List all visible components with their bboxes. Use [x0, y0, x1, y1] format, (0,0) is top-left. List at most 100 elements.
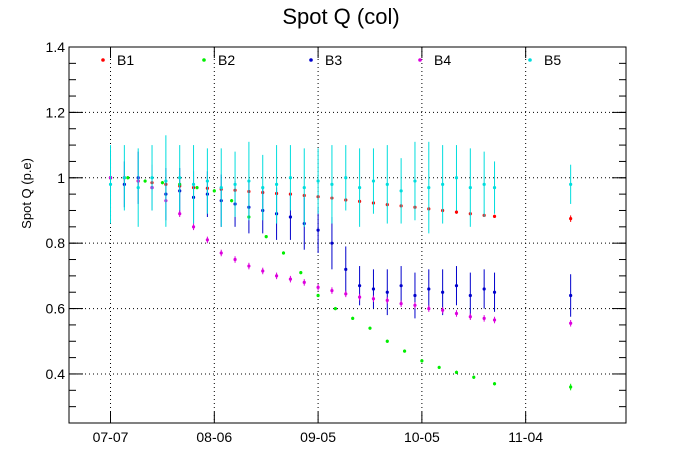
data-point	[482, 316, 486, 320]
data-point	[385, 298, 389, 302]
data-point	[492, 318, 497, 322]
y-tick-label: 0.4	[46, 366, 66, 382]
data-point	[247, 264, 251, 268]
series-b2	[108, 176, 573, 391]
data-point	[330, 241, 334, 245]
data-point	[468, 315, 472, 319]
data-point	[191, 182, 196, 186]
legend-marker	[202, 58, 206, 62]
data-point	[160, 181, 165, 185]
data-point	[468, 185, 472, 190]
data-point	[178, 176, 182, 180]
data-point	[344, 292, 348, 296]
data-point	[126, 176, 130, 180]
data-point	[281, 251, 286, 255]
data-point	[150, 176, 154, 180]
data-point	[385, 182, 389, 186]
data-point	[482, 287, 486, 291]
data-point	[441, 182, 445, 186]
data-point	[316, 228, 320, 232]
data-point	[344, 176, 348, 180]
data-point	[482, 182, 486, 186]
data-point	[299, 271, 303, 275]
data-point	[316, 293, 320, 298]
data-point	[569, 293, 573, 298]
data-point	[122, 176, 126, 180]
data-point	[212, 189, 216, 193]
data-point	[371, 287, 376, 291]
data-point	[402, 349, 407, 353]
data-point	[233, 182, 237, 186]
data-point	[274, 182, 279, 186]
data-point	[164, 179, 168, 183]
legend-marker	[418, 58, 422, 62]
data-point	[399, 284, 403, 288]
data-point	[468, 293, 472, 298]
data-point	[219, 185, 223, 190]
y-tick-label: 0.6	[46, 301, 66, 317]
legend-marker	[528, 58, 532, 62]
data-point	[413, 179, 417, 183]
series-b1	[108, 176, 573, 222]
data-point	[437, 365, 441, 370]
data-point	[219, 251, 223, 255]
legend-label: B5	[544, 52, 561, 68]
series-b4	[108, 174, 573, 327]
data-point	[351, 316, 355, 320]
legend-label: B1	[117, 52, 134, 68]
data-point	[358, 284, 362, 288]
y-tick-label: 1.4	[46, 39, 66, 55]
legend-label: B4	[434, 52, 451, 68]
data-point	[264, 235, 268, 239]
data-point	[247, 179, 251, 183]
data-point	[385, 339, 389, 343]
data-point	[233, 257, 237, 262]
y-tick-label: 1	[57, 170, 65, 186]
data-point	[413, 293, 417, 298]
x-tick-label: 09-05	[300, 429, 336, 445]
data-point	[261, 269, 265, 273]
data-point	[454, 176, 459, 180]
data-point	[427, 287, 431, 291]
data-point	[492, 185, 497, 190]
x-tick-label: 07-07	[93, 429, 129, 445]
data-point	[413, 303, 417, 307]
data-point	[344, 267, 348, 271]
data-point	[454, 210, 459, 214]
legend: B1 B2 B3 B4 B5	[101, 52, 561, 68]
data-point	[230, 199, 234, 203]
data-point	[205, 238, 209, 242]
data-point	[454, 284, 459, 288]
axes: 0.4 0.6 0.8 1 1.2 1.4 07-07 08-06 09-05 10-05 11-0…	[46, 39, 626, 445]
data-point	[368, 326, 372, 330]
data-point	[492, 290, 497, 294]
data-point	[427, 306, 431, 311]
data-point	[316, 179, 320, 183]
data-point	[399, 302, 403, 306]
data-point	[441, 308, 445, 312]
data-point	[569, 321, 573, 325]
x-tick-label: 10-05	[404, 429, 440, 445]
data-point	[454, 311, 459, 316]
data-point	[288, 176, 293, 180]
data-point	[330, 182, 334, 186]
plot-frame	[68, 46, 627, 424]
data-point	[420, 359, 424, 363]
chart-title: Spot Q (col)	[282, 4, 399, 29]
data-point	[136, 185, 140, 190]
data-point	[302, 185, 306, 190]
data-point	[569, 217, 573, 221]
data-point	[454, 370, 459, 374]
data-point	[371, 297, 376, 301]
data-point	[205, 179, 209, 183]
data-point	[302, 280, 306, 285]
data-point	[472, 375, 476, 379]
data-point	[358, 185, 362, 190]
y-tick-label: 1.2	[46, 104, 66, 120]
data-point	[399, 189, 403, 193]
data-point	[492, 382, 497, 386]
y-tick-label: 0.8	[46, 235, 66, 251]
data-point	[441, 290, 445, 294]
data-point	[427, 185, 431, 190]
